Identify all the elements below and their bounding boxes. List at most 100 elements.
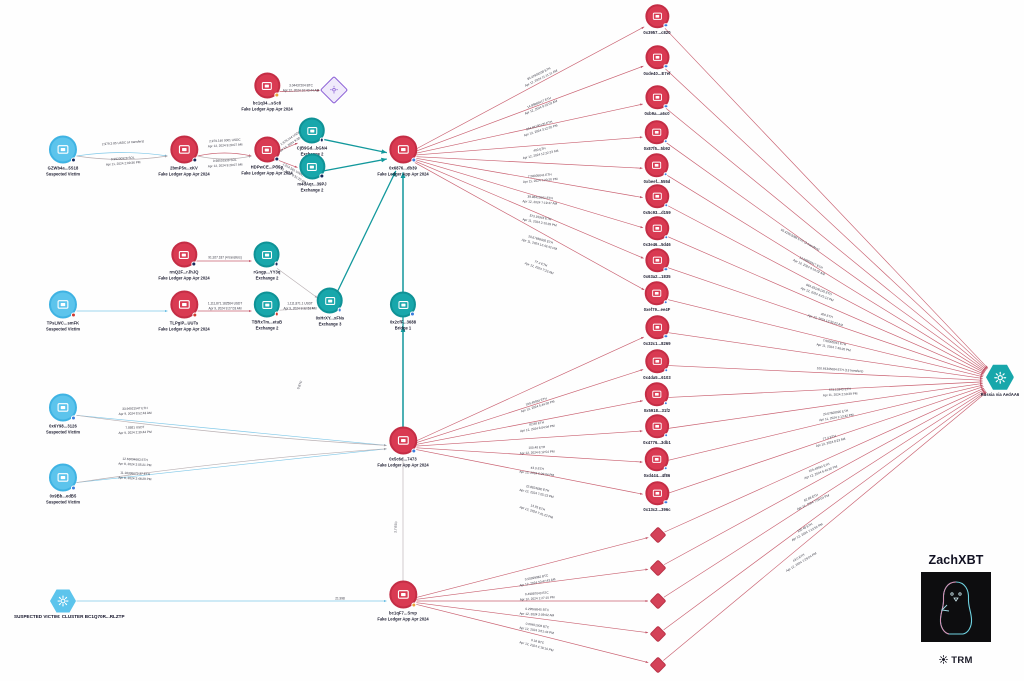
node-category: Exchange 2 <box>300 187 324 192</box>
graph-node-e4[interactable]: TBRxTm...etuB Exchange 2 <box>252 291 282 330</box>
graph-node-v2[interactable]: TPsLWC...smFK Suspected Victim <box>46 290 80 331</box>
graph-node-r6[interactable]: 0x5c93...d159 <box>643 184 671 216</box>
node-circle-f3 <box>254 72 280 99</box>
node-badge-blue <box>410 311 415 317</box>
edge-d4-to-destination <box>663 391 987 631</box>
node-circle-e3 <box>253 241 280 268</box>
graph-node-e2[interactable]: m4dAqr...39PJ Exchange 2 <box>297 153 327 192</box>
wallet-icon <box>262 80 273 91</box>
graph-node-r5[interactable]: 0xbeef...555d <box>644 153 671 185</box>
wallet-icon <box>306 125 317 136</box>
graph-node-v3[interactable]: 0x6Y98...3126 Suspected Victim <box>46 393 80 434</box>
node-badge-navy <box>274 261 279 267</box>
edge-r12-to-destination <box>668 380 983 398</box>
edge-d2-to-destination <box>663 389 985 565</box>
graph-node-e3[interactable]: rGngp...YY3q Exchange 2 <box>254 241 281 280</box>
graph-node-d3[interactable] <box>649 592 667 610</box>
node-address: m4dAqr...39PJ <box>297 181 327 187</box>
graph-node-r1[interactable]: 0x3957...c820 <box>643 4 671 36</box>
graph-node-dest[interactable]: Russia via AedAA6 <box>981 364 1020 398</box>
node-label-group: 0x87f5...5b92 <box>644 146 671 152</box>
node-address: 0x9Bb...edB5 <box>49 493 77 499</box>
node-label-group: 0x3e46...5d46 <box>643 242 670 248</box>
cluster-icon <box>57 595 69 607</box>
graph-node-br1[interactable]: 0x2cfF...3688 Bridge 1 <box>390 291 416 330</box>
graph-node-r14[interactable]: 0xd444...4f86 <box>644 447 671 479</box>
graph-node-d5[interactable] <box>649 656 667 674</box>
wallet-icon <box>178 298 190 310</box>
node-badge-blue <box>663 466 668 471</box>
graph-node-d2[interactable] <box>649 559 667 577</box>
node-circle-r15 <box>645 481 669 506</box>
node-badge-blue <box>663 235 668 240</box>
node-category: Fake Ledger App Apr 2024 <box>377 171 429 176</box>
wallet-icon <box>179 249 190 260</box>
edge-v3-to-hub2 <box>76 414 387 447</box>
node-diamond-d1 <box>649 526 667 544</box>
graph-node-r4[interactable]: 0x87f5...5b92 <box>644 120 671 152</box>
graph-node-hub1[interactable]: 0x6876...db39 Fake Ledger App Apr 2024 <box>377 135 429 176</box>
edge-e4-to-e5 <box>279 306 315 311</box>
node-category: Fake Ledger App Apr 2024 <box>241 106 293 111</box>
node-address: 0x3e46...5d46 <box>643 242 671 248</box>
node-label-group: 0x4776...3db1 <box>643 440 671 446</box>
graph-node-f1[interactable]: 2bmP5v...xKV Fake Ledger App Apr 2024 <box>158 135 210 176</box>
graph-node-d1[interactable] <box>649 526 667 544</box>
graph-node-r9[interactable]: 0xef79...ee4F <box>644 281 671 313</box>
node-address: rmQ2F...rJhJQ <box>169 269 199 275</box>
graph-node-d4[interactable] <box>649 625 667 643</box>
graph-node-hub3[interactable]: bc1qF7...Srvp Fake Ledger App Apr 2024 <box>377 580 429 621</box>
graph-node-f4[interactable]: rmQ2F...rJhJQ Fake Ledger App Apr 2024 <box>158 241 210 280</box>
graph-node-r7[interactable]: 0x3e46...5d46 <box>643 216 671 248</box>
graph-node-e1[interactable]: CjB9Gd...bGN4Exchange 2 <box>297 117 327 156</box>
node-badge-navy <box>319 173 324 179</box>
node-badge-red <box>70 312 76 318</box>
node-label-group: 0x6Y98...3126 Suspected Victim <box>46 423 80 434</box>
wallet-icon <box>652 11 662 21</box>
edge-f3-to-mix1 <box>279 89 320 92</box>
edge-hub1-to-r2 <box>415 65 644 152</box>
edge-hub1-to-r9 <box>414 162 645 291</box>
graph-node-r3[interactable]: 0xb9a...a6c0 <box>644 85 669 117</box>
wallet-icon <box>652 389 662 399</box>
node-badge-blue <box>663 172 668 177</box>
node-address: 0x87f5...5b92 <box>643 146 671 152</box>
node-hex-vc1 <box>50 589 76 613</box>
node-category: Fake Ledger App Apr 2024 <box>377 462 429 467</box>
node-label-group: 0xHrXY...xFNs Exchange 3 <box>316 315 345 326</box>
node-address: 0xb9a...a6c0 <box>644 111 670 117</box>
graph-node-mix1[interactable] <box>319 75 349 105</box>
graph-node-v4[interactable]: 0x9Bb...edB5 Suspected Victim <box>46 463 80 504</box>
node-badge-blue <box>410 448 416 454</box>
wallet-icon <box>57 143 69 155</box>
graph-node-r15[interactable]: 0x13c2...396c <box>643 481 671 513</box>
edge-r14-to-destination <box>668 384 984 461</box>
graph-node-r10[interactable]: 0x32c1...8269 <box>643 315 671 347</box>
graph-node-f2[interactable]: HDPwCE...PC5p Fake Ledger App Apr 2024 <box>241 136 293 175</box>
graph-node-f3[interactable]: bc1q34...sSc8 Fake Ledger App Apr 2024 <box>241 72 293 111</box>
graph-node-v1[interactable]: GZWb4a...5S18 Suspected Victim <box>46 135 80 176</box>
graph-node-vc1[interactable] <box>50 589 76 613</box>
wallet-icon <box>57 471 69 483</box>
edge-hub3-to-d5 <box>416 603 649 664</box>
node-circle-hub1 <box>389 135 417 164</box>
graph-node-e5[interactable]: 0xHrXY...xFNs Exchange 3 <box>316 287 345 326</box>
graph-node-r12[interactable]: 0x5918...31f2 <box>644 382 670 414</box>
graph-node-r2[interactable]: 0xde40...E7ef <box>643 45 670 77</box>
node-label-group: bc1qF7...Srvp Fake Ledger App Apr 2024 <box>377 610 428 621</box>
node-address: 0xHrXY...xFNs <box>315 315 345 321</box>
graph-node-r8[interactable]: 0x63a2...1835 <box>643 248 671 280</box>
node-label-group: 0x5c93...d159 <box>643 210 670 216</box>
graph-node-r11[interactable]: 0x4da5...6103 <box>643 349 671 381</box>
graph-node-f5[interactable]: TLPgiP...UUTs Fake Ledger App Apr 2024 <box>158 290 210 331</box>
node-address: 0x3957...c820 <box>643 30 671 36</box>
edge-r4-to-destination <box>666 142 986 372</box>
edge-hub3-to-d1 <box>415 537 649 598</box>
trm-brand: TRM <box>939 651 972 669</box>
graph-node-hub2[interactable]: 0x5c6d...7473 Fake Ledger App Apr 2024 <box>377 426 429 467</box>
node-label-group: 0xde40...E7ef <box>643 71 670 77</box>
edge-r2-to-destination <box>665 68 988 370</box>
graph-node-r13[interactable]: 0x4776...3db1 <box>643 414 671 446</box>
node-badge-navy <box>191 261 196 267</box>
